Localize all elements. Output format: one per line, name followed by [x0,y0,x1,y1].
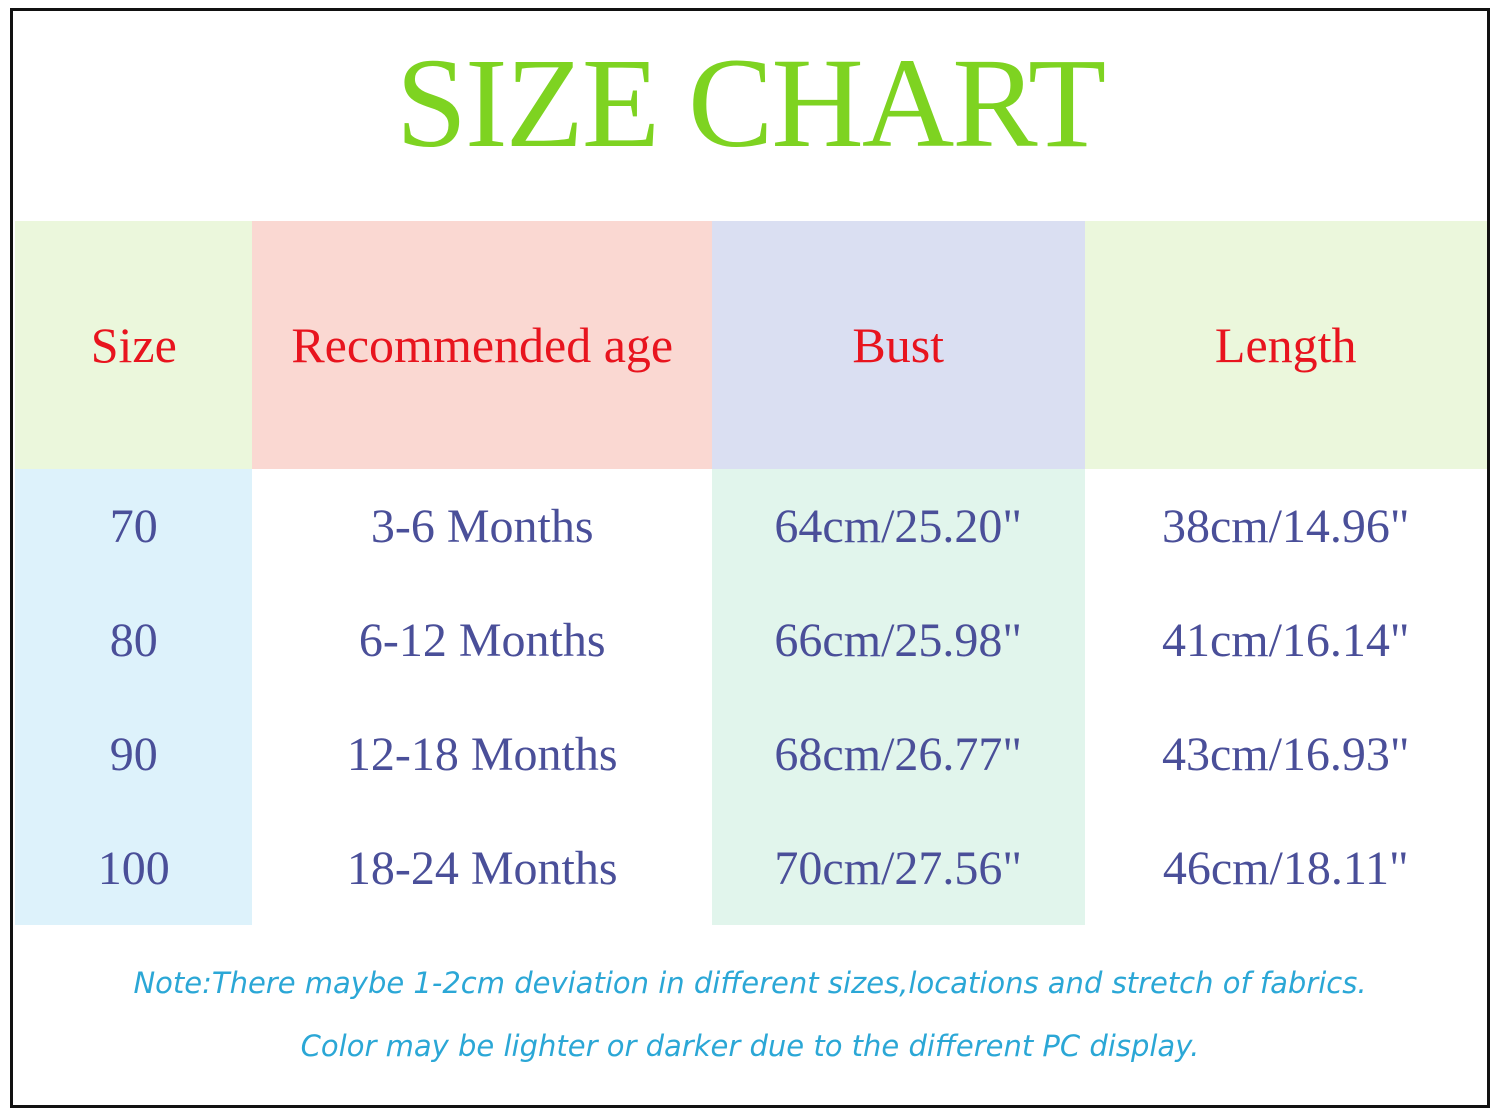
cell-recommended-age: 18-24 Months [346,841,618,895]
cell-recommended-age: 6-12 Months [358,613,606,667]
cell-recommended-age: 12-18 Months [346,727,618,781]
table-row: 80 6-12 Months 66cm/25.98" 41cm/16.14" [15,583,1487,697]
size-chart-frame: SIZE CHART Size Recommended age Bust Len… [10,8,1490,1108]
cell-recommended-age: 3-6 Months [370,499,594,553]
cell-bust: 64cm/25.20" [711,469,1085,583]
cell-bust: 66cm/25.98" [711,583,1085,697]
cell-size: 70 [15,469,253,583]
chart-title: SIZE CHART [395,32,1106,174]
cell-size: 100 [15,811,253,925]
cell-length: 46cm/18.11" [1162,841,1409,895]
note-line-2: Color may be lighter or darker due to th… [300,1029,1200,1063]
header-row: Size Recommended age Bust Length [15,221,1487,469]
header-bust: Bust [711,221,1085,469]
cell-bust: 70cm/27.56" [711,811,1085,925]
cell-length: 38cm/14.96" [1161,499,1410,553]
header-recommended-age: Recommended age [252,221,712,469]
cell-length: 43cm/16.93" [1161,727,1410,781]
cell-size: 90 [15,697,253,811]
cell-size: 80 [15,583,253,697]
size-table: Size Recommended age Bust Length 70 3-6 M… [15,221,1487,925]
table-row: 90 12-18 Months 68cm/26.77" 43cm/16.93" [15,697,1487,811]
note-line-1: Note:There maybe 1-2cm deviation in diff… [133,966,1367,1000]
cell-bust: 68cm/26.77" [711,697,1085,811]
cell-length: 41cm/16.14" [1161,613,1410,667]
header-length: Length [1084,221,1487,469]
table-row: 70 3-6 Months 64cm/25.20" 38cm/14.96" [15,469,1487,583]
table-row: 100 18-24 Months 70cm/27.56" 46cm/18.11" [15,811,1487,925]
header-size: Size [15,221,253,469]
